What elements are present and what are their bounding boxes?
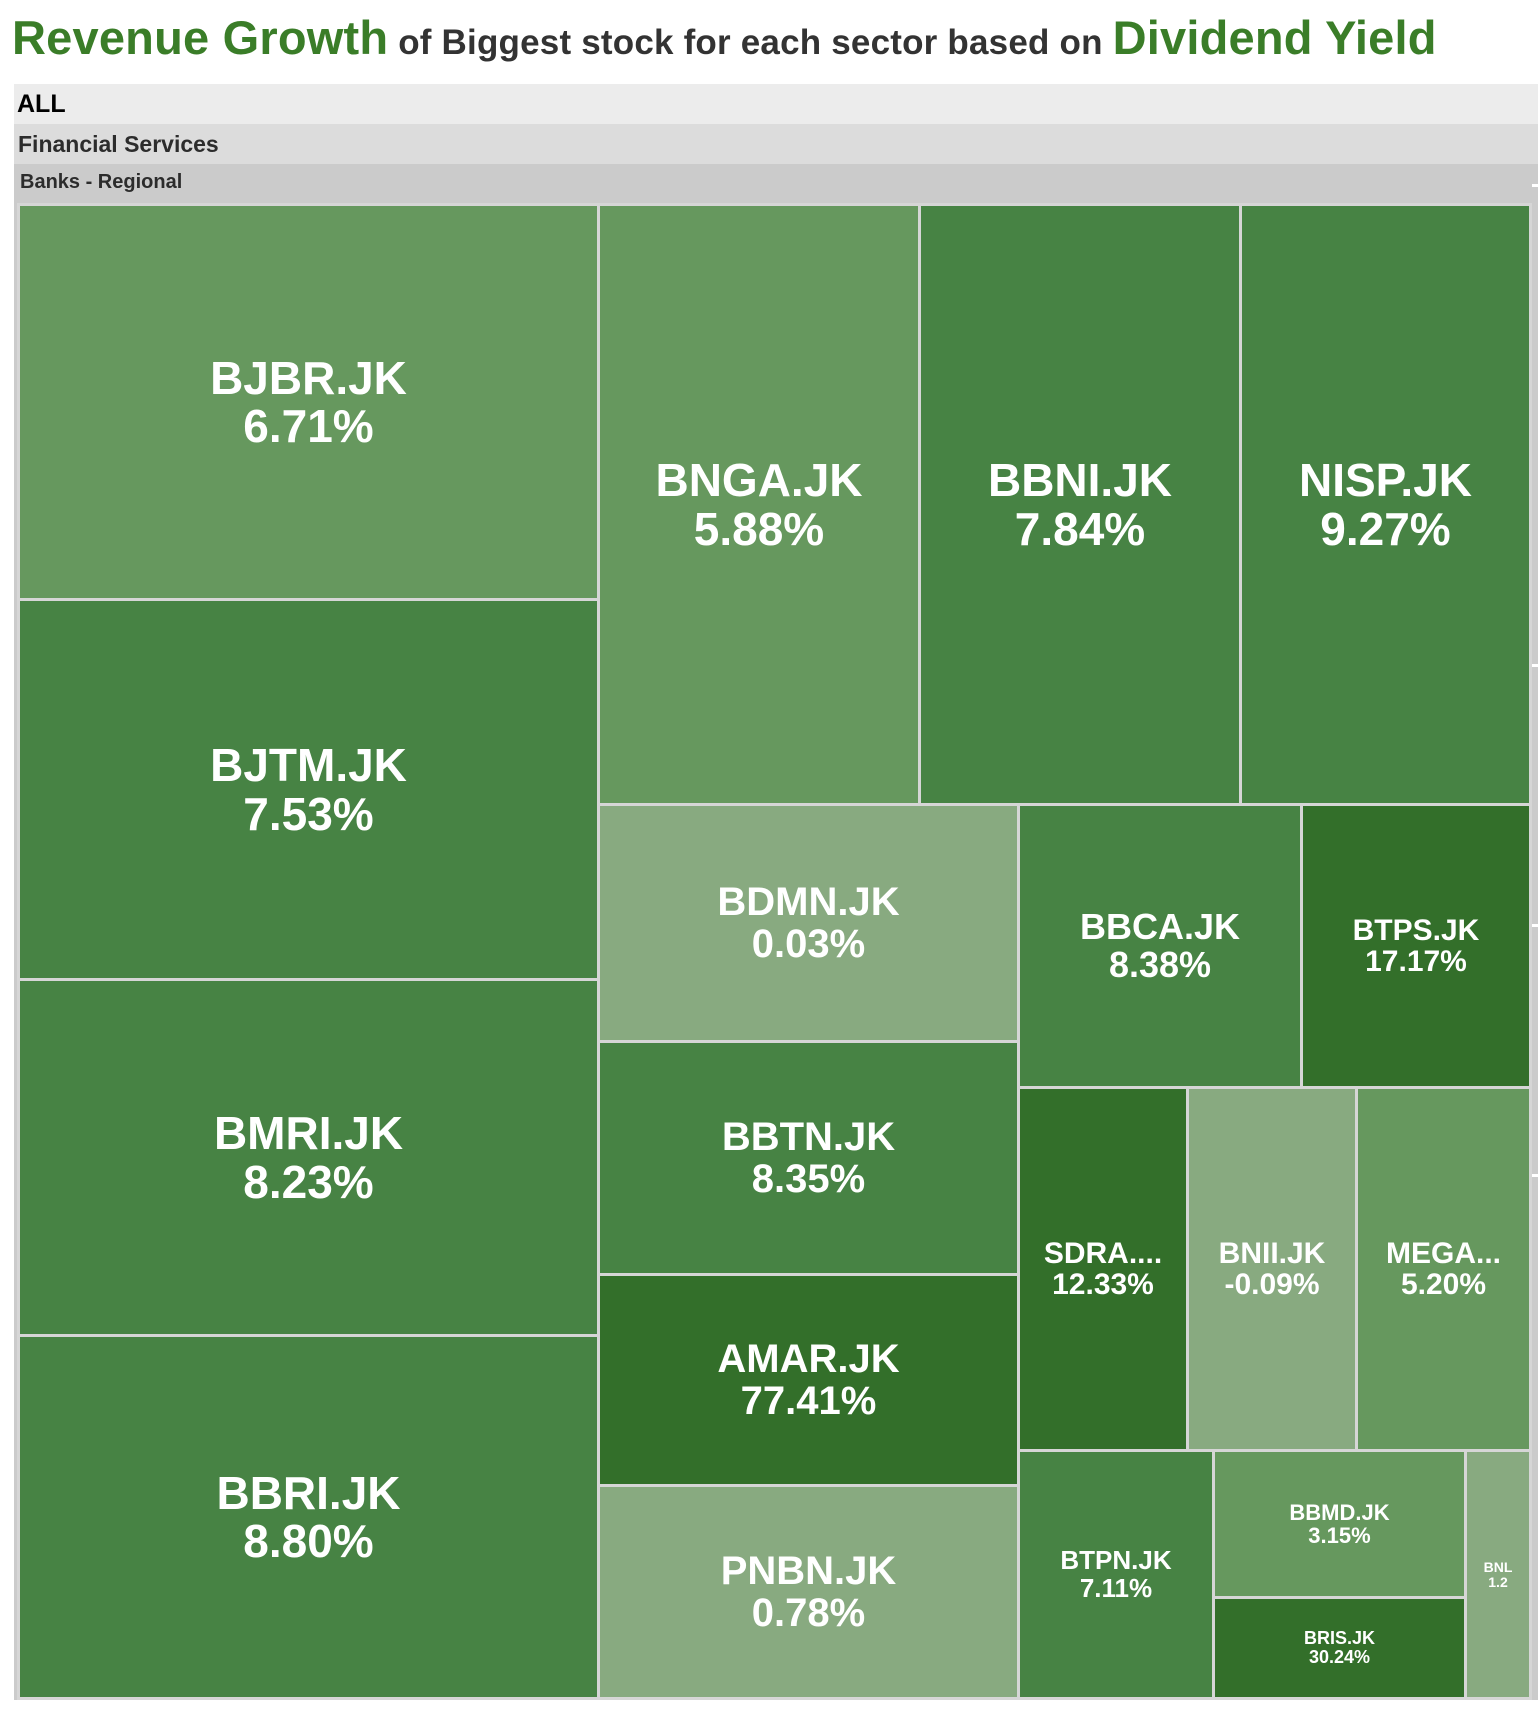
treemap-cell-pnbn-jk[interactable]: PNBN.JK 0.78% bbox=[597, 1484, 1020, 1700]
breadcrumb-all-label: ALL bbox=[17, 90, 66, 118]
cell-ticker: NISP.JK bbox=[1298, 454, 1473, 507]
cell-label-group: BDMN.JK 0.03% bbox=[717, 881, 899, 965]
cell-ticker: MEGA... bbox=[1385, 1236, 1501, 1270]
cell-ticker: BNL bbox=[1483, 1558, 1513, 1575]
cell-label-group: BNGA.JK 5.88% bbox=[655, 456, 862, 553]
cell-revenue-growth: 17.17% bbox=[1365, 945, 1467, 978]
cell-ticker: BTPS.JK bbox=[1352, 913, 1480, 947]
cell-label-group: BNII.JK -0.09% bbox=[1218, 1236, 1326, 1301]
strip-separator bbox=[1532, 924, 1538, 927]
cell-label-group: MEGA... 5.20% bbox=[1385, 1236, 1501, 1301]
cell-label-group: NISP.JK 9.27% bbox=[1299, 456, 1472, 553]
cell-revenue-growth: 7.53% bbox=[243, 787, 374, 840]
cell-ticker: PNBN.JK bbox=[720, 1549, 897, 1593]
strip-separator bbox=[1532, 664, 1538, 667]
cell-label-group: SDRA.... 12.33% bbox=[1043, 1236, 1163, 1301]
cell-ticker: BBMD.JK bbox=[1289, 1499, 1390, 1525]
cell-revenue-growth: 77.41% bbox=[740, 1379, 877, 1423]
strip-separator bbox=[1532, 184, 1538, 187]
treemap-cell-btps-jk[interactable]: BTPS.JK 17.17% bbox=[1300, 803, 1532, 1089]
treemap-cell-bnli-jk[interactable]: BNL 1.2 bbox=[1464, 1449, 1532, 1700]
treemap-cell-bdmn-jk[interactable]: BDMN.JK 0.03% bbox=[597, 803, 1020, 1043]
cell-revenue-growth: 5.20% bbox=[1400, 1268, 1487, 1301]
cell-revenue-growth: 8.35% bbox=[751, 1157, 866, 1201]
cell-ticker: BRIS.JK bbox=[1303, 1628, 1375, 1649]
treemap-cell-mega-jk[interactable]: MEGA... 5.20% bbox=[1355, 1086, 1532, 1452]
cell-label-group: BJBR.JK 6.71% bbox=[210, 351, 407, 452]
treemap-cell-bbri-jk[interactable]: BBRI.JK 8.80% bbox=[17, 1334, 600, 1700]
title-highlight-dividend-yield: Dividend Yield bbox=[1112, 11, 1437, 64]
cell-label-group: BBNI.JK 7.84% bbox=[988, 456, 1172, 553]
treemap-cell-btpn-jk[interactable]: BTPN.JK 7.11% bbox=[1017, 1449, 1215, 1700]
treemap-cell-bbtn-jk[interactable]: BBTN.JK 8.35% bbox=[597, 1040, 1020, 1276]
cell-ticker: BNGA.JK bbox=[655, 454, 863, 507]
cell-ticker: BBTN.JK bbox=[721, 1115, 896, 1159]
cell-ticker: BJTM.JK bbox=[210, 739, 407, 792]
treemap-cell-bbca-jk[interactable]: BBCA.JK 8.38% bbox=[1017, 803, 1303, 1089]
cell-revenue-growth: 8.80% bbox=[243, 1515, 374, 1567]
cell-ticker: BDMN.JK bbox=[717, 880, 900, 924]
cell-label-group: BJTM.JK 7.53% bbox=[210, 741, 407, 838]
cell-revenue-growth: 7.84% bbox=[1014, 502, 1146, 555]
cell-revenue-growth: 5.88% bbox=[693, 502, 825, 555]
cell-revenue-growth: 12.33% bbox=[1052, 1268, 1154, 1301]
cell-label-group: BBTN.JK 8.35% bbox=[722, 1116, 895, 1200]
cell-revenue-growth: 30.24% bbox=[1308, 1647, 1371, 1667]
treemap-cell-bjtm-jk[interactable]: BJTM.JK 7.53% bbox=[17, 598, 600, 981]
treemap-cell-bbni-jk[interactable]: BBNI.JK 7.84% bbox=[918, 203, 1242, 806]
cell-ticker: BNII.JK bbox=[1218, 1236, 1326, 1270]
cell-ticker: BBRI.JK bbox=[216, 1466, 401, 1519]
cell-revenue-growth: 0.03% bbox=[751, 922, 866, 966]
cell-label-group: PNBN.JK 0.78% bbox=[721, 1550, 897, 1634]
cell-label-group: BBRI.JK 8.80% bbox=[216, 1466, 401, 1567]
treemap-cell-bnga-jk[interactable]: BNGA.JK 5.88% bbox=[597, 203, 921, 806]
cell-label-group: BBMD.JK 3.15% bbox=[1289, 1501, 1389, 1547]
cell-label-group: BMRI.JK 8.23% bbox=[214, 1109, 403, 1206]
industry-label: Banks - Regional bbox=[20, 171, 183, 193]
cell-revenue-growth: 9.27% bbox=[1320, 502, 1451, 555]
cell-ticker: AMAR.JK bbox=[717, 1337, 900, 1381]
cell-revenue-growth: 6.71% bbox=[243, 400, 374, 452]
cell-label-group: AMAR.JK 77.41% bbox=[717, 1338, 899, 1422]
treemap-cell-nisp-jk[interactable]: NISP.JK 9.27% bbox=[1239, 203, 1532, 806]
treemap-cell-bnii-jk[interactable]: BNII.JK -0.09% bbox=[1186, 1086, 1358, 1452]
treemap-cell-bris-jk[interactable]: BRIS.JK 30.24% bbox=[1212, 1596, 1467, 1700]
cell-revenue-growth: 3.15% bbox=[1308, 1523, 1371, 1548]
title-highlight-revenue-growth: Revenue Growth bbox=[12, 11, 389, 64]
cell-ticker: BBCA.JK bbox=[1079, 906, 1240, 948]
adjacent-industry-strip bbox=[1532, 164, 1538, 1700]
cell-ticker: BBNI.JK bbox=[987, 454, 1173, 507]
cell-label-group: BTPS.JK 17.17% bbox=[1352, 913, 1480, 978]
cell-revenue-growth: 1.2 bbox=[1488, 1573, 1508, 1590]
cell-ticker: BTPN.JK bbox=[1060, 1545, 1172, 1576]
cell-revenue-growth: -0.09% bbox=[1224, 1268, 1320, 1301]
strip-separator bbox=[1532, 1174, 1538, 1177]
treemap-cell-bbmd-jk[interactable]: BBMD.JK 3.15% bbox=[1212, 1449, 1467, 1599]
sector-financial-services[interactable]: Financial Services bbox=[14, 124, 1538, 164]
title-middle-text: of Biggest stock for each sector based o… bbox=[388, 23, 1113, 62]
treemap-cell-sdra-jk[interactable]: SDRA.... 12.33% bbox=[1017, 1086, 1189, 1452]
cell-label-group: BRIS.JK 30.24% bbox=[1304, 1629, 1375, 1667]
sector-label: Financial Services bbox=[18, 131, 219, 157]
treemap-cell-bjbr-jk[interactable]: BJBR.JK 6.71% bbox=[17, 203, 600, 601]
treemap-cell-amar-jk[interactable]: AMAR.JK 77.41% bbox=[597, 1273, 1020, 1487]
cell-ticker: BMRI.JK bbox=[213, 1107, 404, 1160]
cell-revenue-growth: 8.23% bbox=[243, 1155, 374, 1208]
cell-label-group: BNL 1.2 bbox=[1484, 1560, 1513, 1589]
cell-label-group: BTPN.JK 7.11% bbox=[1060, 1545, 1172, 1603]
cell-revenue-growth: 0.78% bbox=[751, 1591, 866, 1635]
chart-title: Revenue Growth of Biggest stock for each… bbox=[12, 8, 1538, 68]
cell-label-group: BBCA.JK 8.38% bbox=[1080, 908, 1240, 984]
cell-revenue-growth: 8.38% bbox=[1108, 944, 1212, 985]
treemap-cell-bmri-jk[interactable]: BMRI.JK 8.23% bbox=[17, 978, 600, 1337]
breadcrumb-all[interactable]: ALL bbox=[14, 84, 1538, 124]
cell-ticker: BJBR.JK bbox=[210, 351, 407, 404]
cell-revenue-growth: 7.11% bbox=[1079, 1572, 1153, 1603]
cell-ticker: SDRA.... bbox=[1043, 1236, 1163, 1270]
